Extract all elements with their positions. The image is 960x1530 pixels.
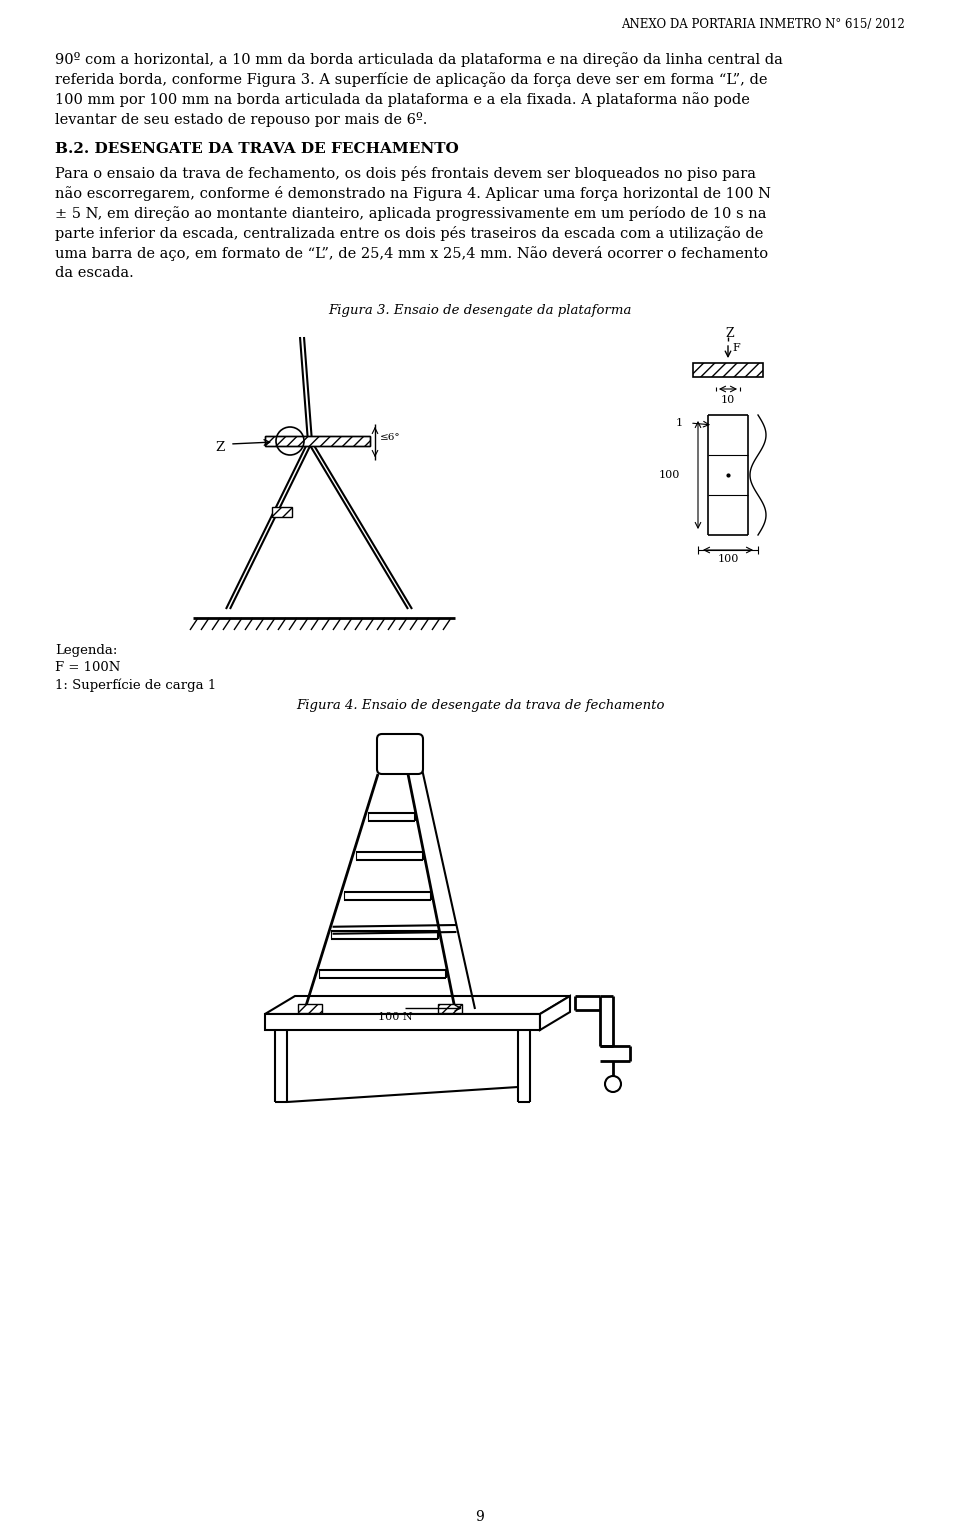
Text: 100: 100 xyxy=(717,554,738,565)
Text: Z: Z xyxy=(215,441,225,453)
Text: não escorregarem, conforme é demonstrado na Figura 4. Aplicar uma força horizont: não escorregarem, conforme é demonstrado… xyxy=(55,187,771,200)
Text: 100: 100 xyxy=(659,470,680,480)
Text: Figura 4. Ensaio de desengate da trava de fechamento: Figura 4. Ensaio de desengate da trava d… xyxy=(296,699,664,711)
Text: 9: 9 xyxy=(475,1510,485,1524)
Polygon shape xyxy=(265,996,570,1014)
Text: 100 mm por 100 mm na borda articulada da plataforma e a ela fixada. A plataforma: 100 mm por 100 mm na borda articulada da… xyxy=(55,92,750,107)
Text: 90º com a horizontal, a 10 mm da borda articulada da plataforma e na direção da : 90º com a horizontal, a 10 mm da borda a… xyxy=(55,52,782,67)
Text: Z: Z xyxy=(726,327,734,340)
Bar xyxy=(265,436,370,447)
Bar xyxy=(272,506,292,517)
Text: ± 5 N, em direção ao montante dianteiro, aplicada progressivamente em um período: ± 5 N, em direção ao montante dianteiro,… xyxy=(55,207,766,220)
Polygon shape xyxy=(265,1014,540,1030)
Text: F: F xyxy=(732,343,740,353)
Text: uma barra de aço, em formato de “L”, de 25,4 mm x 25,4 mm. Não deverá ocorrer o : uma barra de aço, em formato de “L”, de … xyxy=(55,246,768,262)
Text: 1: 1 xyxy=(676,418,683,428)
Text: parte inferior da escada, centralizada entre os dois pés traseiros da escada com: parte inferior da escada, centralizada e… xyxy=(55,226,763,242)
Bar xyxy=(298,1004,322,1013)
Text: da escada.: da escada. xyxy=(55,266,133,280)
Text: referida borda, conforme Figura 3. A superfície de aplicação da força deve ser e: referida borda, conforme Figura 3. A sup… xyxy=(55,72,767,87)
Text: B.2. DESENGATE DA TRAVA DE FECHAMENTO: B.2. DESENGATE DA TRAVA DE FECHAMENTO xyxy=(55,142,459,156)
Text: 100 N: 100 N xyxy=(377,1011,412,1022)
Text: ANEXO DA PORTARIA INMETRO N° 615/ 2012: ANEXO DA PORTARIA INMETRO N° 615/ 2012 xyxy=(621,18,905,31)
Text: Legenda:: Legenda: xyxy=(55,644,117,656)
Bar xyxy=(693,363,763,376)
Text: F = 100N: F = 100N xyxy=(55,661,120,675)
Text: 1: Superfície de carga 1: 1: Superfície de carga 1 xyxy=(55,678,216,692)
Text: Figura 3. Ensaio de desengate da plataforma: Figura 3. Ensaio de desengate da platafo… xyxy=(328,304,632,317)
Polygon shape xyxy=(540,996,570,1030)
Text: Para o ensaio da trava de fechamento, os dois pés frontais devem ser bloqueados : Para o ensaio da trava de fechamento, os… xyxy=(55,165,756,181)
Bar xyxy=(438,1004,462,1013)
Text: ≤6°: ≤6° xyxy=(380,433,400,442)
Text: levantar de seu estado de repouso por mais de 6º.: levantar de seu estado de repouso por ma… xyxy=(55,112,427,127)
Text: 10: 10 xyxy=(721,395,735,405)
FancyBboxPatch shape xyxy=(377,734,423,774)
